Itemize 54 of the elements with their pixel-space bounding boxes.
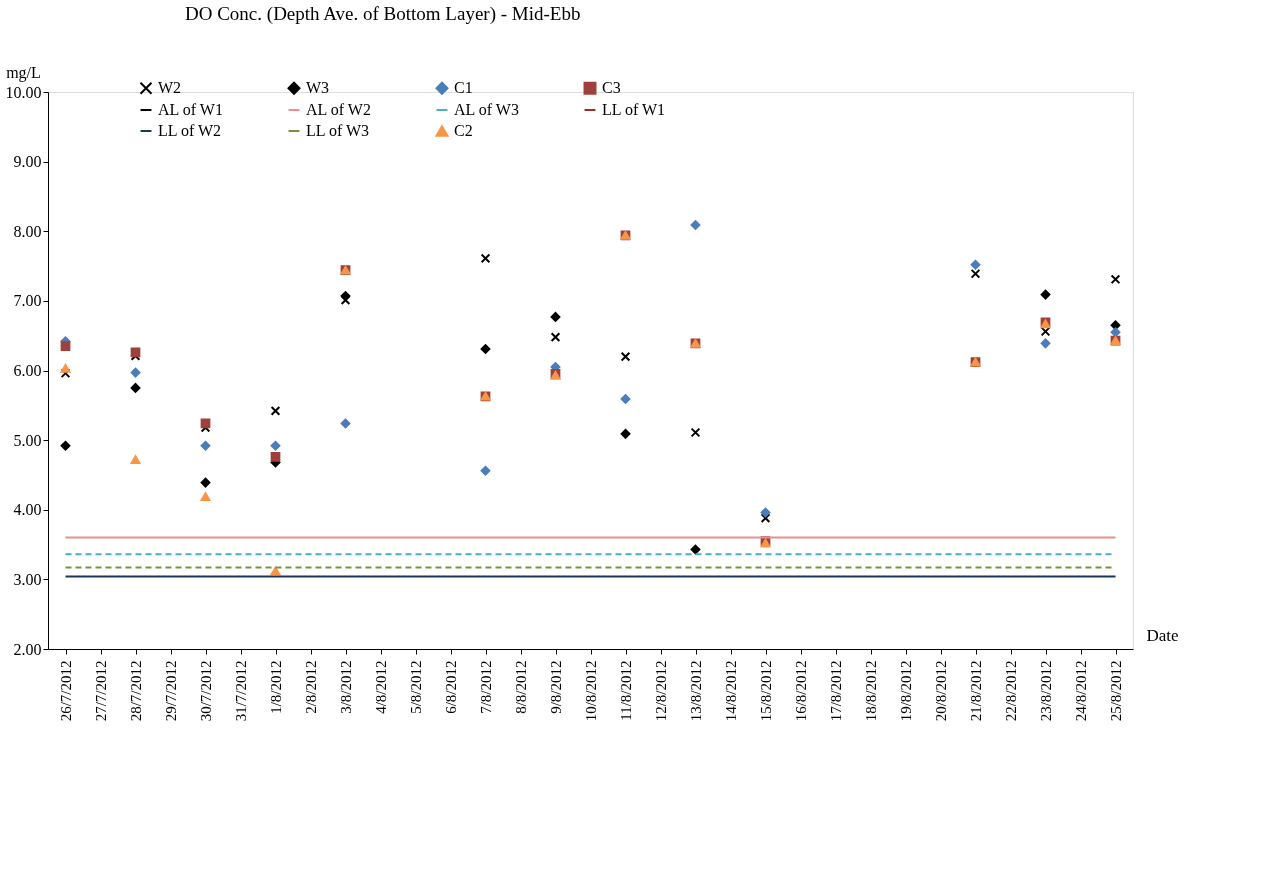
y-tick-label: 4.00 (13, 501, 42, 519)
x-tick-label: 23/8/2012 (1038, 660, 1054, 722)
x-tick-label: 24/8/2012 (1073, 660, 1089, 722)
y-tick-label: 6.00 (13, 362, 42, 379)
x-tick-label: 19/8/2012 (898, 660, 914, 722)
x-tick-label: 31/7/2012 (233, 660, 249, 722)
x-tick-label: 18/8/2012 (863, 660, 879, 722)
y-tick-label: 8.00 (13, 222, 42, 240)
x-tick-label: 4/8/2012 (373, 660, 389, 714)
y-tick-label: 2.00 (13, 640, 42, 658)
x-tick-label: 5/8/2012 (408, 660, 424, 714)
x-tick-label: 13/8/2012 (688, 660, 704, 722)
legend-label: C1 (454, 79, 473, 97)
x-tick-label: 21/8/2012 (968, 660, 984, 722)
x-tick-label: 22/8/2012 (1003, 660, 1019, 722)
legend-label: W2 (158, 79, 182, 97)
y-tick-label: 9.00 (13, 153, 42, 171)
legend-label: LL of W2 (158, 122, 222, 139)
y-tick-label: 5.00 (13, 431, 42, 449)
x-tick-label: 2/8/2012 (303, 660, 319, 714)
x-tick-label: 8/8/2012 (513, 660, 529, 714)
x-tick-label: 11/8/2012 (618, 660, 634, 721)
x-tick-label: 15/8/2012 (758, 660, 774, 722)
y-tick-label: 7.00 (13, 292, 42, 310)
x-tick-label: 9/8/2012 (548, 660, 564, 714)
legend-label: W3 (306, 79, 330, 97)
x-tick-label: 29/7/2012 (163, 660, 179, 722)
x-tick-label: 6/8/2012 (443, 660, 459, 714)
x-tick-label: 14/8/2012 (723, 660, 739, 722)
x-tick-label: 1/8/2012 (268, 660, 284, 714)
legend-label: C2 (454, 122, 473, 139)
x-tick-label: 20/8/2012 (933, 660, 949, 722)
chart-title: DO Conc. (Depth Ave. of Bottom Layer) - Mid-Ebb (185, 3, 581, 25)
y-tick-label: 3.00 (13, 570, 42, 588)
x-tick-label: 25/8/2012 (1108, 660, 1124, 722)
x-tick-label: 3/8/2012 (338, 660, 354, 714)
legend-label: AL of W2 (306, 101, 371, 118)
x-tick-label: 17/8/2012 (828, 660, 844, 722)
x-axis-title: Date (1146, 625, 1179, 645)
y-axis-title: mg/L (6, 63, 41, 82)
x-tick-label: 12/8/2012 (653, 660, 669, 722)
x-tick-label: 26/7/2012 (58, 660, 74, 722)
legend-label: LL of W3 (306, 122, 370, 139)
legend-label: C3 (602, 79, 621, 97)
legend-label: AL of W1 (158, 101, 223, 118)
x-tick-label: 7/8/2012 (478, 660, 494, 714)
x-tick-label: 30/7/2012 (198, 660, 214, 722)
x-tick-label: 10/8/2012 (583, 660, 599, 722)
legend-label: LL of W1 (602, 101, 666, 118)
x-tick-label: 27/7/2012 (93, 660, 109, 722)
x-tick-label: 28/7/2012 (128, 660, 144, 722)
x-tick-label: 16/8/2012 (793, 660, 809, 722)
legend-label: AL of W3 (454, 101, 519, 118)
y-tick-label: 10.00 (5, 83, 42, 101)
